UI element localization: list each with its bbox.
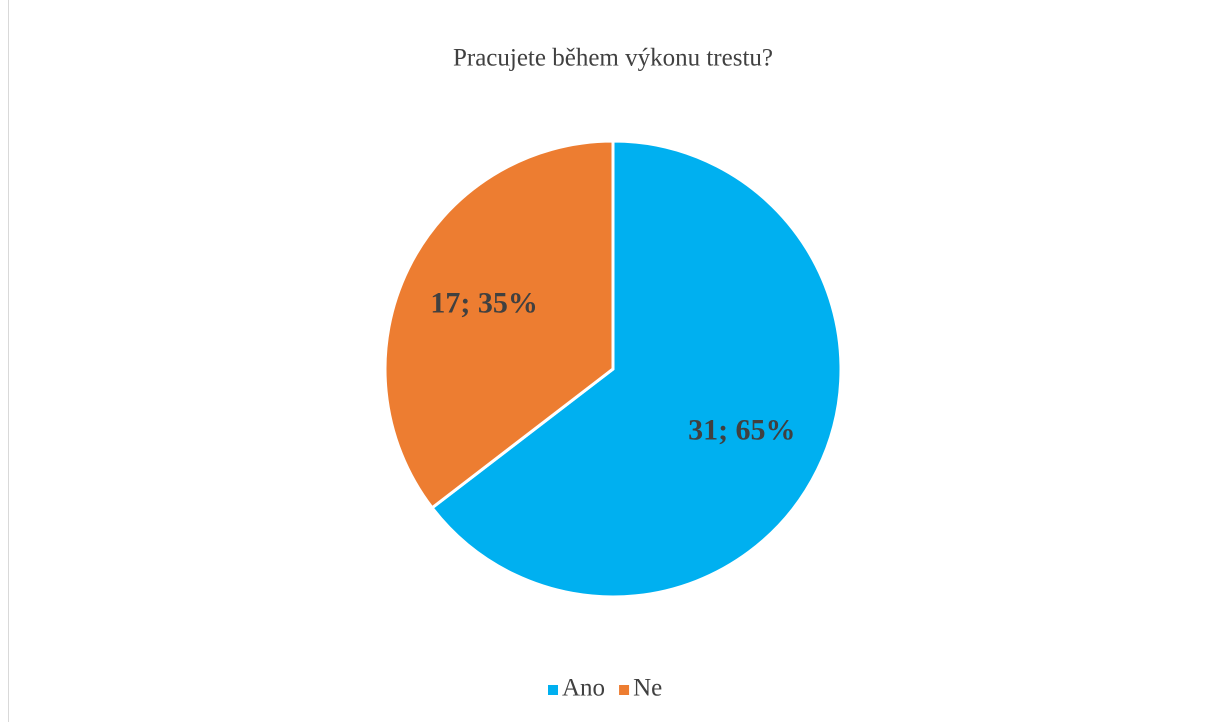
legend-swatch — [619, 685, 630, 695]
data-label: 31; 65% — [688, 413, 796, 446]
data-label: 17; 35% — [430, 286, 538, 319]
legend-label: Ne — [633, 675, 662, 702]
legend-swatch — [548, 685, 558, 695]
chart-title: Pracujete během výkonu trestu? — [453, 45, 773, 72]
pie-slice — [430, 139, 843, 599]
legend-label: Ano — [562, 675, 605, 702]
pie-slice — [383, 139, 615, 510]
